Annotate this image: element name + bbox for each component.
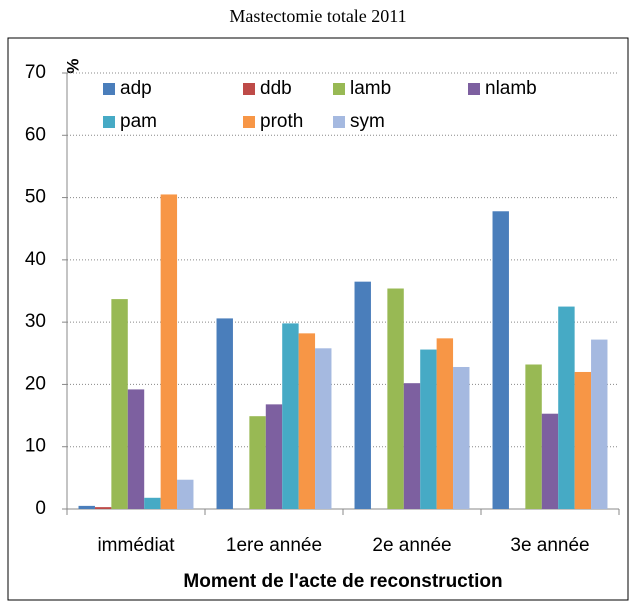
bar bbox=[127, 389, 145, 509]
bar bbox=[216, 318, 233, 509]
bar bbox=[387, 288, 404, 509]
legend-swatch bbox=[333, 83, 345, 95]
y-tick-label: 60 bbox=[25, 124, 46, 145]
bar bbox=[436, 338, 454, 509]
y-tick-label: 10 bbox=[25, 436, 46, 457]
legend-label: adp bbox=[120, 78, 152, 99]
x-tick-label: 2e année bbox=[372, 535, 451, 556]
y-tick-label: 0 bbox=[35, 498, 46, 519]
x-tick-label: immédiat bbox=[97, 535, 175, 556]
y-axis-label: % bbox=[63, 58, 82, 73]
y-tick-label: 20 bbox=[25, 373, 46, 394]
bar bbox=[403, 383, 421, 509]
chart-title: Mastectomie totale 2011 bbox=[229, 6, 406, 26]
legend-swatch bbox=[243, 116, 255, 128]
x-axis-label: Moment de l'acte de reconstruction bbox=[183, 571, 502, 592]
bar bbox=[111, 299, 128, 509]
bar bbox=[420, 349, 437, 509]
bar bbox=[249, 416, 266, 509]
bar bbox=[574, 371, 592, 509]
legend-label: lamb bbox=[350, 78, 391, 99]
legend-swatch bbox=[333, 116, 345, 128]
legend-label: sym bbox=[350, 111, 385, 132]
bar bbox=[453, 366, 470, 509]
legend-swatch bbox=[243, 83, 255, 95]
bar bbox=[94, 507, 112, 509]
bar bbox=[177, 479, 194, 509]
legend-label: ddb bbox=[260, 78, 292, 99]
legend-label: proth bbox=[260, 111, 303, 132]
bar bbox=[265, 404, 283, 509]
y-tick-label: 30 bbox=[25, 311, 46, 332]
y-tick-label: 40 bbox=[25, 249, 46, 270]
bar bbox=[78, 505, 95, 509]
bar bbox=[144, 497, 161, 509]
y-tick-label: 50 bbox=[25, 187, 46, 208]
bar bbox=[541, 413, 559, 509]
bar bbox=[298, 333, 316, 509]
bar bbox=[354, 281, 371, 509]
bar bbox=[558, 306, 575, 509]
legend-label: nlamb bbox=[485, 78, 537, 99]
bar bbox=[160, 194, 178, 509]
bar bbox=[492, 211, 509, 509]
bar bbox=[591, 339, 608, 509]
bar bbox=[282, 323, 299, 509]
chart-border bbox=[7, 37, 629, 601]
legend-swatch bbox=[468, 83, 480, 95]
legend-swatch bbox=[103, 116, 115, 128]
x-tick-label: 3e année bbox=[510, 535, 589, 556]
legend-label: pam bbox=[120, 111, 157, 132]
x-tick-label: 1ere année bbox=[226, 535, 322, 556]
legend-swatch bbox=[103, 83, 115, 95]
bar bbox=[525, 364, 542, 509]
bar bbox=[315, 348, 332, 509]
y-tick-label: 70 bbox=[25, 62, 46, 83]
